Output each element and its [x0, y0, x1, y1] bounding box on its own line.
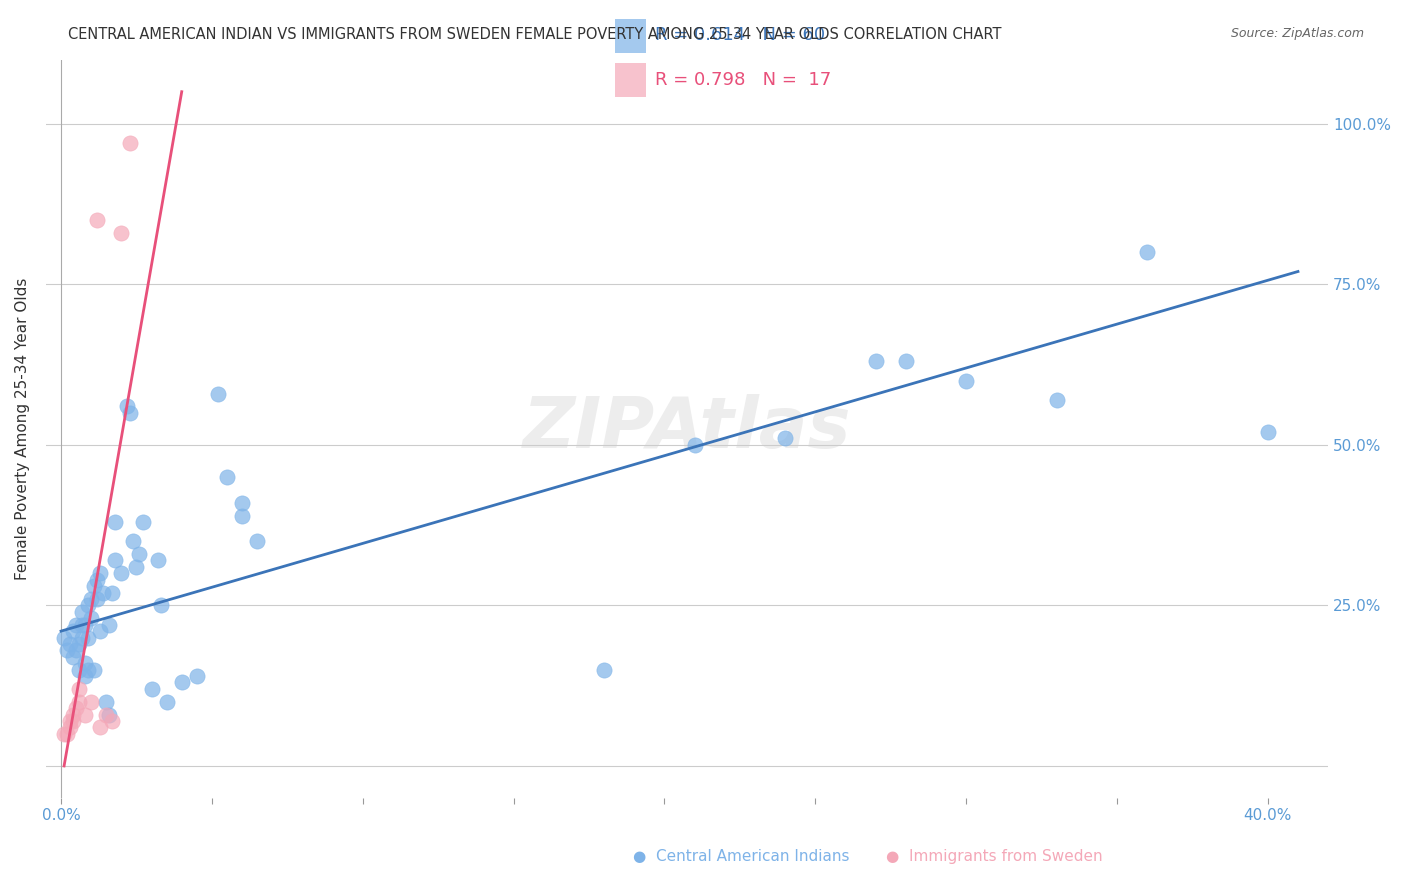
Point [246, 534, 269, 549]
Point [215, 470, 238, 484]
Point [75, 669, 97, 683]
Point [67, 663, 90, 677]
Point [141, 681, 163, 696]
Point [1257, 425, 1279, 439]
Point [98, 707, 121, 722]
Point [53, 631, 76, 645]
Point [122, 534, 145, 549]
Point [77, 599, 100, 613]
Text: ●  Central American Indians: ● Central American Indians [633, 849, 849, 863]
Point [186, 669, 208, 683]
Point [104, 515, 127, 529]
Point [59, 714, 82, 728]
Point [75, 617, 97, 632]
Point [83, 579, 105, 593]
Point [86, 213, 108, 227]
Point [65, 701, 87, 715]
Point [65, 643, 87, 657]
Point [1046, 392, 1069, 407]
Point [117, 400, 139, 414]
Point [104, 553, 127, 567]
Point [89, 624, 111, 639]
Point [156, 695, 179, 709]
Point [91, 585, 114, 599]
Point [65, 617, 87, 632]
Point [83, 663, 105, 677]
Point [101, 585, 124, 599]
Point [894, 354, 917, 368]
Point [101, 714, 124, 728]
Point [149, 599, 172, 613]
Point [89, 721, 111, 735]
Point [77, 631, 100, 645]
Y-axis label: Female Poverty Among 25-34 Year Olds: Female Poverty Among 25-34 Year Olds [15, 277, 30, 580]
Point [75, 657, 97, 671]
Point [56, 727, 79, 741]
Text: R = 0.614   N = 60: R = 0.614 N = 60 [655, 27, 825, 45]
Point [62, 649, 84, 664]
Point [62, 714, 84, 728]
Point [146, 553, 169, 567]
Point [683, 438, 706, 452]
Point [1136, 245, 1159, 260]
Point [207, 386, 229, 401]
Text: ●  Immigrants from Sweden: ● Immigrants from Sweden [886, 849, 1102, 863]
Point [231, 496, 253, 510]
Point [96, 695, 118, 709]
Point [865, 354, 887, 368]
Text: ZIPAtlas: ZIPAtlas [523, 394, 851, 463]
Point [59, 637, 82, 651]
Point [67, 681, 90, 696]
Point [131, 515, 153, 529]
Text: CENTRAL AMERICAN INDIAN VS IMMIGRANTS FROM SWEDEN FEMALE POVERTY AMONG 25-34 YEA: CENTRAL AMERICAN INDIAN VS IMMIGRANTS FR… [67, 27, 1001, 42]
Point [70, 631, 93, 645]
Point [125, 560, 148, 574]
Point [75, 707, 97, 722]
Point [62, 707, 84, 722]
Point [70, 605, 93, 619]
Point [53, 727, 76, 741]
Point [98, 617, 121, 632]
Point [128, 547, 150, 561]
Point [77, 663, 100, 677]
Point [80, 592, 103, 607]
Point [231, 508, 253, 523]
Point [67, 637, 90, 651]
Point [593, 663, 616, 677]
Text: R = 0.798   N =  17: R = 0.798 N = 17 [655, 70, 831, 88]
Bar [614, 19, 645, 54]
Point [67, 695, 90, 709]
Point [62, 624, 84, 639]
Point [70, 617, 93, 632]
Point [86, 592, 108, 607]
Point [59, 721, 82, 735]
Point [773, 432, 796, 446]
Point [80, 695, 103, 709]
Point [120, 136, 142, 150]
Text: Source: ZipAtlas.com: Source: ZipAtlas.com [1230, 27, 1364, 40]
Point [110, 566, 132, 581]
Point [170, 675, 193, 690]
Bar [614, 62, 645, 97]
Point [110, 226, 132, 240]
Point [89, 566, 111, 581]
Point [56, 643, 79, 657]
Point [955, 374, 977, 388]
Point [120, 406, 142, 420]
Point [86, 573, 108, 587]
Point [96, 707, 118, 722]
Point [80, 611, 103, 625]
